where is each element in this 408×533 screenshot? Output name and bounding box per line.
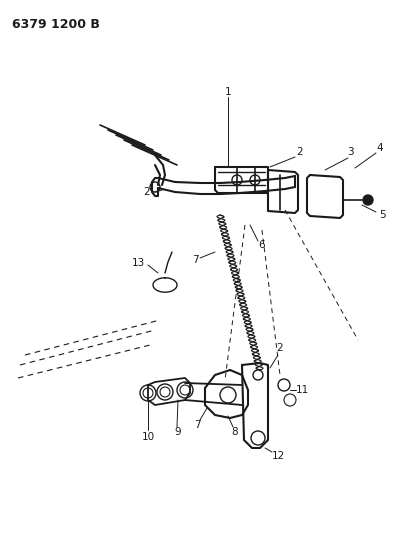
Text: 2: 2 — [297, 147, 303, 157]
Text: 12: 12 — [271, 451, 285, 461]
Text: 6: 6 — [259, 240, 265, 250]
Text: 1: 1 — [225, 87, 231, 97]
Text: 9: 9 — [175, 427, 181, 437]
Text: 2: 2 — [277, 343, 283, 353]
Text: 4: 4 — [377, 143, 383, 153]
Circle shape — [363, 195, 373, 205]
Text: 10: 10 — [142, 432, 155, 442]
Text: 11: 11 — [295, 385, 308, 395]
Text: 7: 7 — [194, 420, 200, 430]
Text: 13: 13 — [131, 258, 144, 268]
Text: 6379 1200 B: 6379 1200 B — [12, 18, 100, 31]
Text: 8: 8 — [232, 427, 238, 437]
Text: 7: 7 — [192, 255, 198, 265]
Text: 3: 3 — [347, 147, 353, 157]
Text: 2: 2 — [144, 187, 150, 197]
Text: 5: 5 — [379, 210, 385, 220]
